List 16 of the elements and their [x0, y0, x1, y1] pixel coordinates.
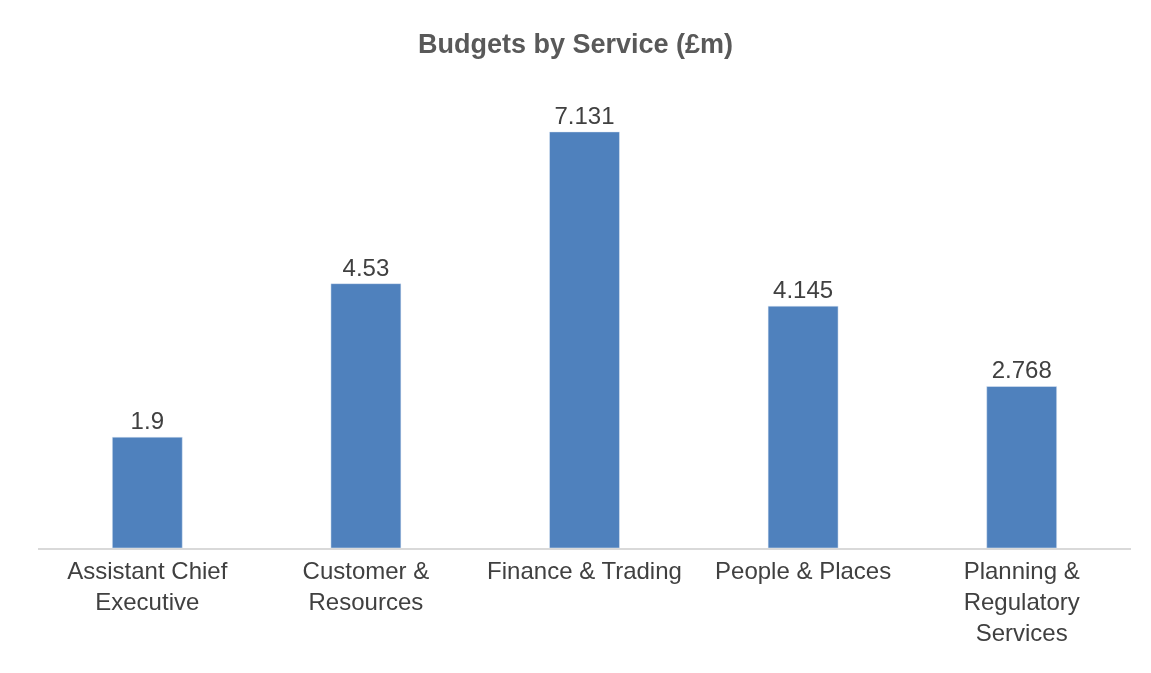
data-label: 2.768 [991, 356, 1052, 384]
x-tick-label: People & Places [715, 556, 892, 584]
data-label: 4.145 [773, 276, 834, 304]
data-label: 1.9 [130, 407, 164, 435]
bar [549, 131, 620, 548]
x-tick-label: Customer & Resources [302, 556, 430, 615]
x-tick-label: Planning & Regulatory Services [963, 556, 1080, 646]
x-tick-label: Assistant Chief Executive [67, 556, 228, 615]
bar [767, 305, 839, 548]
data-label: 4.53 [342, 253, 390, 281]
chart-title: Budgets by Service (£m) [417, 28, 734, 59]
bar [330, 283, 402, 548]
bar [986, 386, 1057, 548]
bar [112, 436, 183, 548]
data-label: 7.131 [554, 101, 615, 129]
x-tick-label: Finance & Trading [487, 556, 682, 584]
